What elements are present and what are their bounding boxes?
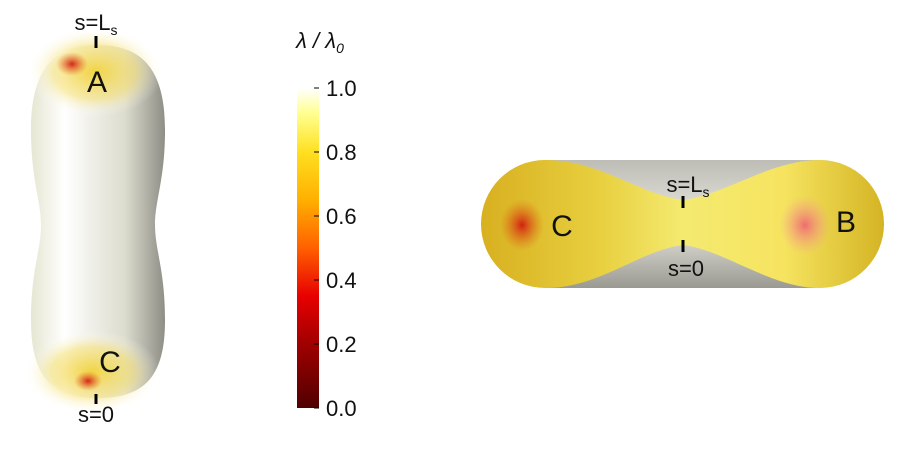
hotspot: [500, 199, 544, 251]
colorbar: λ / λ0 0.0 0.2 0.4 0.6 0.8 1.0: [295, 28, 356, 421]
bottom-label: s=0: [668, 256, 704, 281]
tick-label: 0.0: [326, 396, 357, 421]
hotspot: [74, 371, 102, 391]
colorbar-label: λ / λ0: [295, 28, 344, 56]
colorbar-scale: [297, 88, 319, 408]
tick-label: 0.6: [326, 204, 357, 229]
hotspot: [56, 52, 88, 76]
point-label: C: [99, 346, 121, 379]
point-label: A: [87, 66, 107, 99]
tick-label: 0.8: [326, 140, 357, 165]
bottom-label: s=0: [78, 402, 114, 427]
tick-label: 0.4: [326, 268, 357, 293]
top-label: s=Ls: [74, 10, 117, 38]
left-shape: s=Ls s=0 A C: [24, 10, 165, 427]
surface: [481, 160, 884, 288]
tick-label: 0.2: [326, 332, 357, 357]
point-label: B: [836, 206, 856, 239]
point-label: C: [551, 210, 573, 243]
top-label: s=Ls: [666, 172, 709, 200]
surface: [31, 45, 165, 398]
right-shape: s=Ls s=0 C B: [481, 160, 884, 288]
shade: [27, 27, 163, 117]
tick-label: 1.0: [326, 76, 357, 101]
hotspot: [779, 195, 831, 255]
